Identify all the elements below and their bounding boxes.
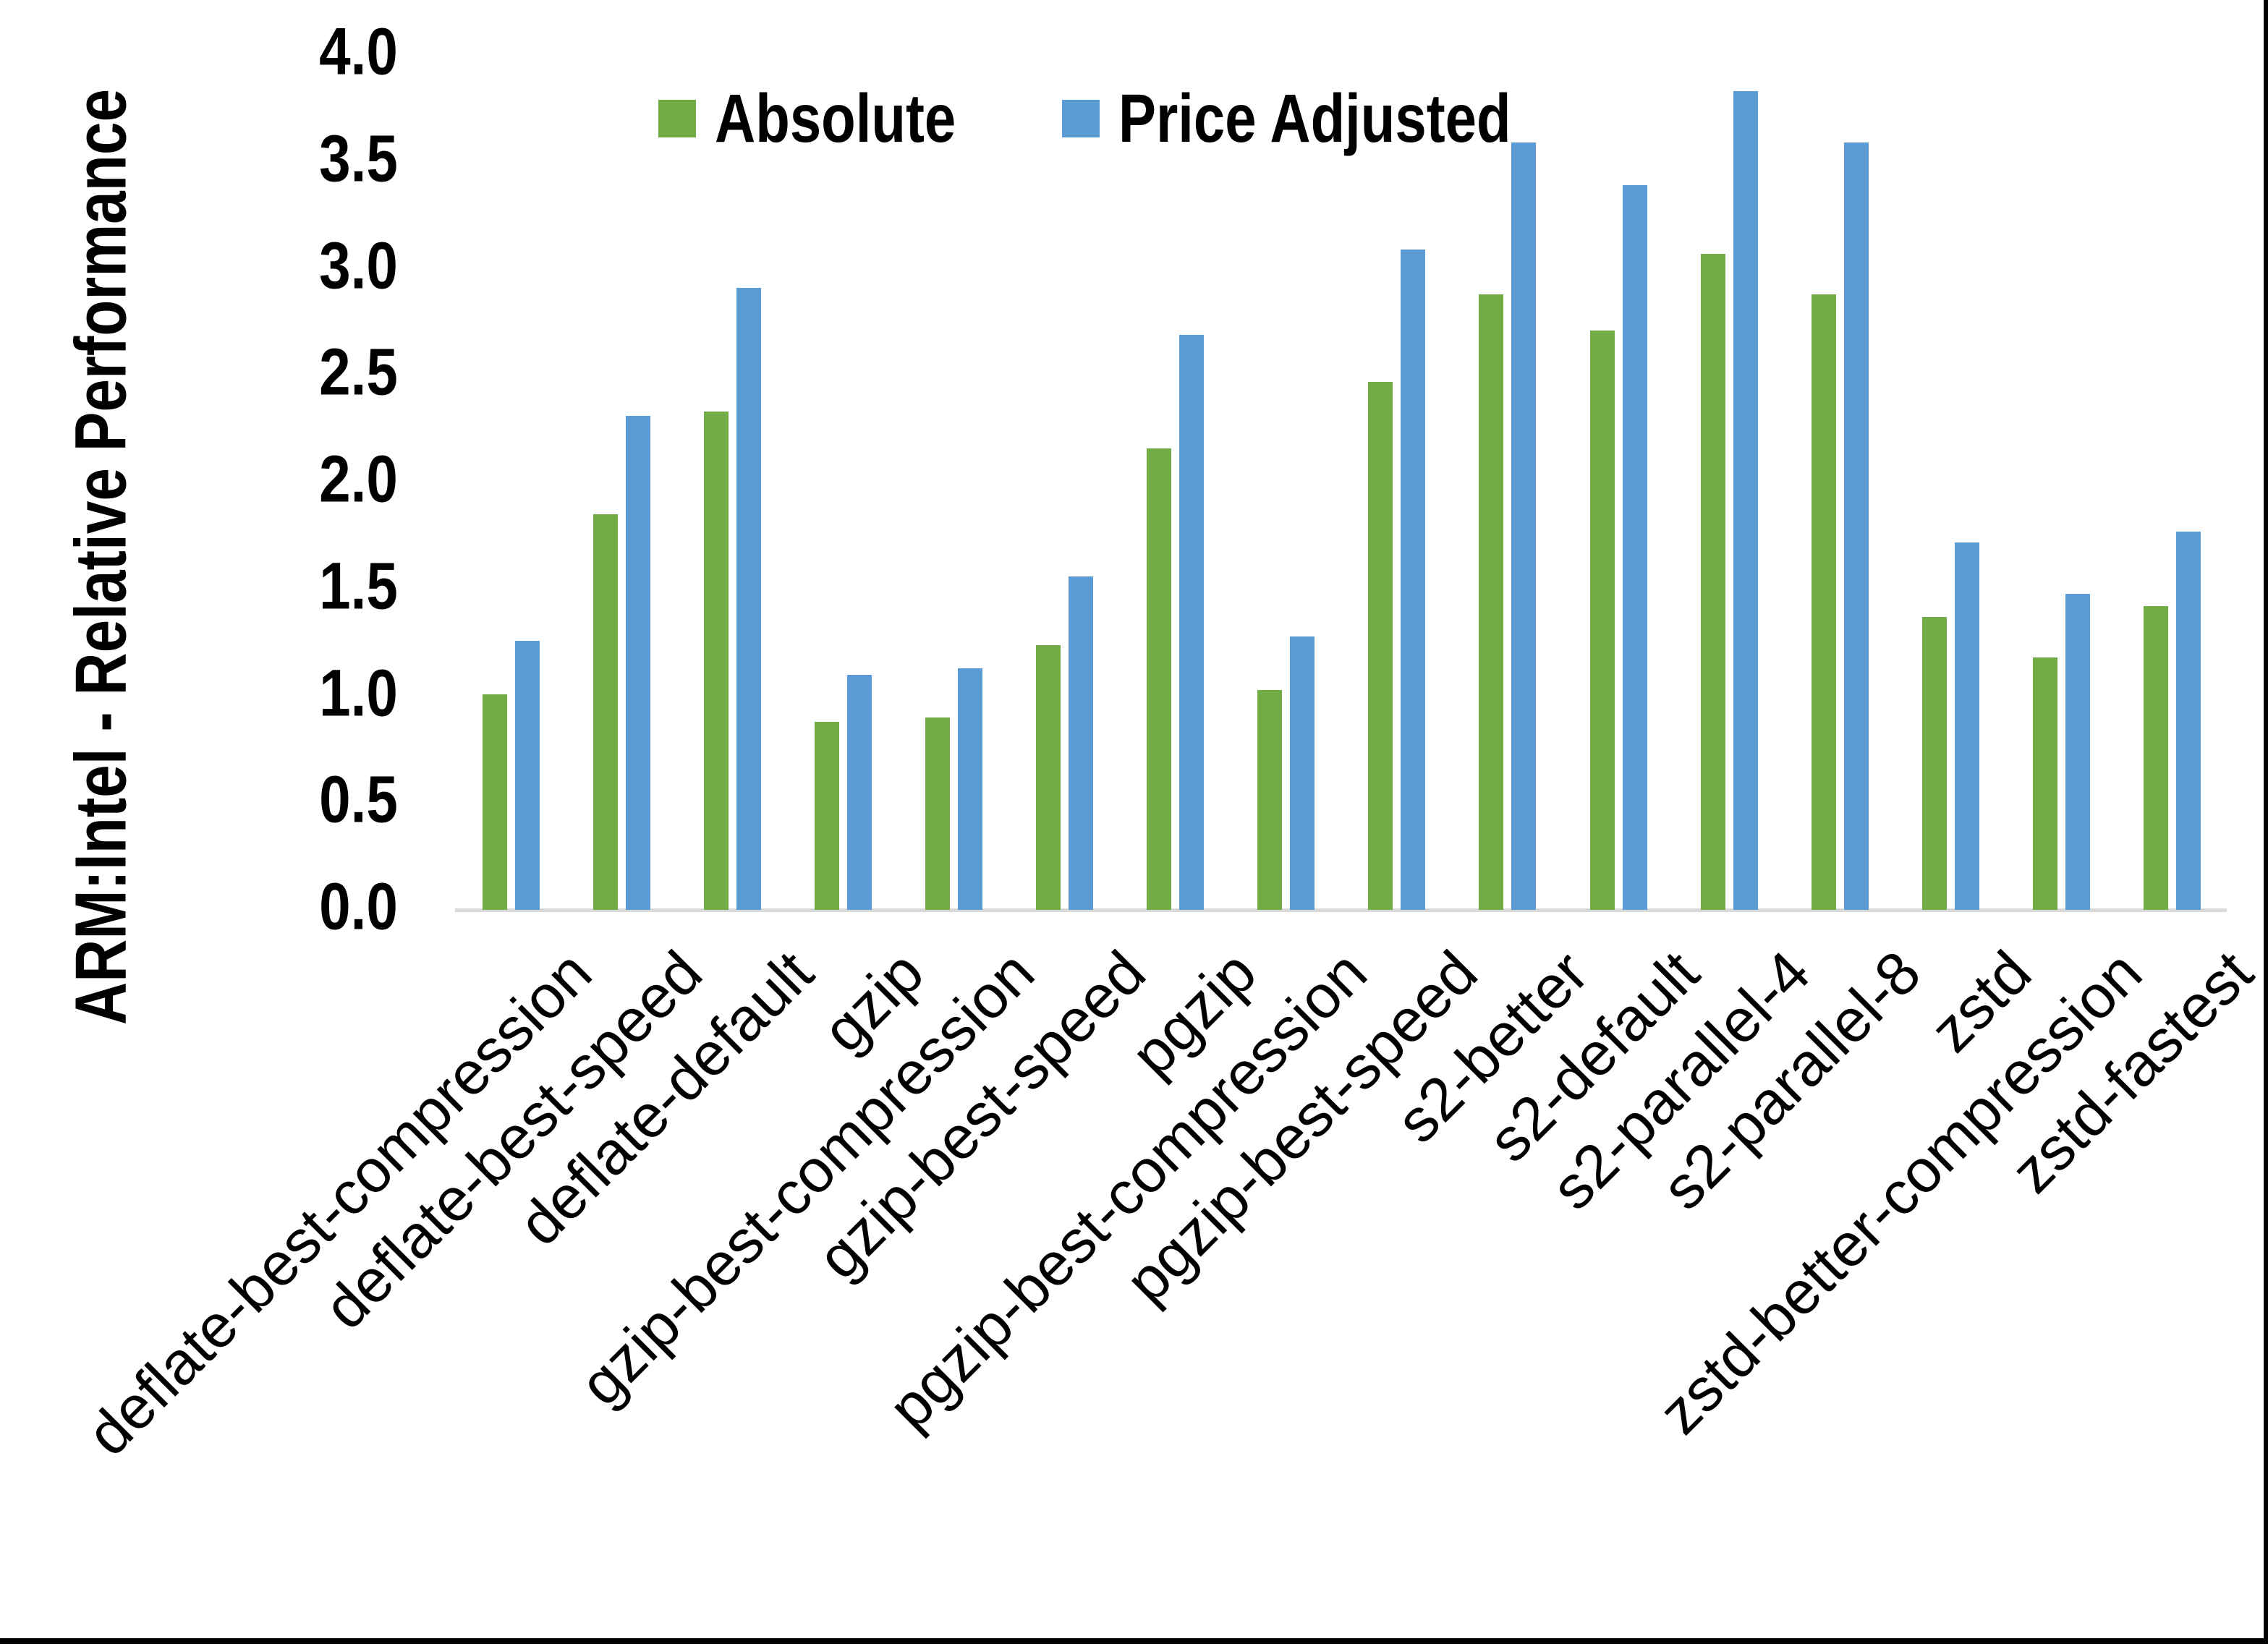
- bar-s2-parallel-4-absolute: [1700, 253, 1725, 910]
- bar-gzip-absolute: [814, 721, 839, 910]
- x-axis-line: [455, 908, 2227, 912]
- window-border-right: [2264, 0, 2268, 1644]
- bar-gzip-best-speed-price-adjusted: [1069, 576, 1093, 910]
- legend-label: Absolute: [715, 80, 956, 157]
- bar-s2-parallel-8-absolute: [1811, 294, 1836, 910]
- bar-gzip-best-compression-price-adjusted: [957, 668, 982, 910]
- y-tick-label-4.0: 4.0: [319, 14, 398, 89]
- legend-swatch-icon: [658, 100, 696, 137]
- bar-pgzip-best-compression-price-adjusted: [1290, 636, 1315, 910]
- bar-s2-parallel-8-price-adjusted: [1843, 142, 1869, 910]
- bar-zstd-absolute: [1921, 617, 1947, 910]
- y-tick-label-0.0: 0.0: [319, 869, 398, 944]
- bar-s2-default-price-adjusted: [1622, 185, 1647, 910]
- legend-label: Price Adjusted: [1118, 80, 1511, 157]
- legend-item-price-adjusted: Price Adjusted: [1062, 80, 1597, 158]
- bar-pgzip-best-compression-absolute: [1257, 689, 1283, 910]
- bar-deflate-best-compression-absolute: [482, 694, 507, 910]
- bar-pgzip-best-speed-price-adjusted: [1401, 249, 1426, 910]
- bar-deflate-best-speed-absolute: [593, 514, 618, 910]
- y-tick-label-2.5: 2.5: [319, 335, 398, 409]
- y-tick-label-3.5: 3.5: [319, 122, 398, 196]
- bar-pgzip-best-speed-absolute: [1368, 382, 1393, 910]
- bar-s2-better-absolute: [1479, 294, 1504, 910]
- bar-gzip-best-speed-absolute: [1036, 644, 1061, 910]
- bar-deflate-default-price-adjusted: [736, 288, 761, 910]
- bar-zstd-better-compression-price-adjusted: [2065, 593, 2090, 910]
- legend-item-absolute: Absolute: [658, 80, 1008, 158]
- bar-zstd-fastest-price-adjusted: [2176, 531, 2201, 910]
- y-tick-label-1.5: 1.5: [319, 549, 398, 623]
- window-border-bottom: [0, 1638, 2268, 1644]
- y-tick-label-2.0: 2.0: [319, 442, 398, 516]
- bar-pgzip-price-adjusted: [1179, 335, 1205, 910]
- bar-s2-parallel-4-price-adjusted: [1733, 91, 1758, 910]
- y-tick-label-0.5: 0.5: [319, 762, 398, 837]
- bar-s2-default-absolute: [1589, 331, 1615, 910]
- bar-gzip-best-compression-absolute: [925, 717, 950, 910]
- bar-deflate-best-speed-price-adjusted: [625, 416, 650, 910]
- bar-deflate-best-compression-price-adjusted: [514, 640, 540, 910]
- bar-zstd-better-compression-absolute: [2032, 657, 2057, 910]
- y-tick-label-3.0: 3.0: [319, 228, 398, 302]
- bar-gzip-price-adjusted: [846, 674, 872, 910]
- bar-s2-better-price-adjusted: [1511, 142, 1537, 910]
- legend-swatch-icon: [1062, 100, 1100, 137]
- bar-deflate-default-absolute: [703, 412, 729, 910]
- chart-legend: Absolute Price Adjusted: [658, 80, 1597, 157]
- bar-zstd-price-adjusted: [1954, 542, 1979, 910]
- bar-pgzip-absolute: [1147, 448, 1172, 910]
- y-tick-label-1.0: 1.0: [319, 655, 398, 730]
- bar-zstd-fastest-absolute: [2144, 606, 2168, 910]
